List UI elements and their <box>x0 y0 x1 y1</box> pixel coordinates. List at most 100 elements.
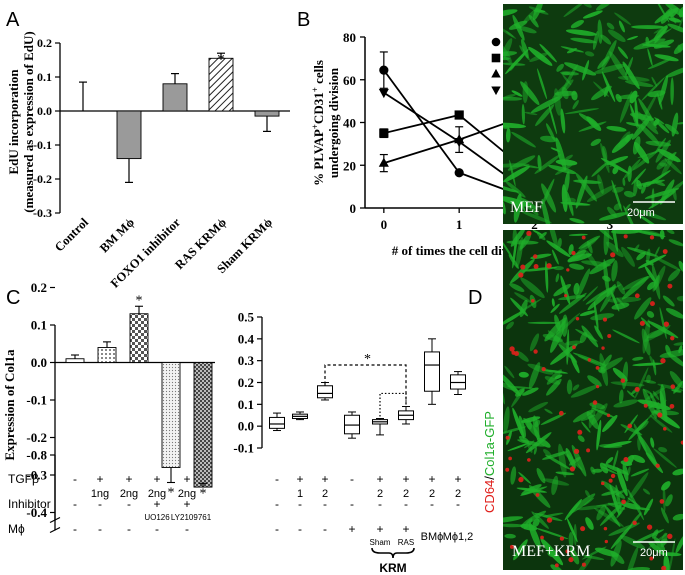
cd64-cell <box>607 333 612 338</box>
gfp-cell <box>504 533 516 539</box>
panel-c-condition-table: TGFβInhibitorMϕ---+1ng--+2ng--+2ng+UO126… <box>8 472 473 575</box>
cd64-cell <box>569 466 575 472</box>
a-ytick-label: -0.1 <box>33 138 52 152</box>
cd64-cell <box>649 235 655 240</box>
c2-box <box>317 385 333 399</box>
gfp-cell <box>667 23 683 34</box>
gfp-cell <box>607 29 626 42</box>
a-category-label: Control <box>52 215 92 255</box>
cd64-cell <box>663 321 670 327</box>
gfp-cell <box>557 237 562 248</box>
cd64-cell <box>546 517 553 523</box>
gfp-cell <box>503 196 530 207</box>
gfp-cell <box>591 403 608 425</box>
gfp-cell <box>510 258 535 284</box>
cd64-cell <box>601 346 605 350</box>
b-ytick-label: 40 <box>343 116 356 131</box>
c-table-cell: + <box>183 472 190 486</box>
c1-ytick-label: 0.0 <box>31 355 47 370</box>
gfp-cell <box>650 437 655 448</box>
c-table-cell: + <box>153 497 160 511</box>
gfp-cell <box>678 345 683 354</box>
gfp-cell <box>521 104 525 125</box>
c-table-row-label: TGFβ <box>8 472 39 486</box>
gfp-cell <box>656 120 670 134</box>
panel-a-axes: 0.2 0.1 0.0 -0.1 -0.2 -0.3 <box>33 36 290 220</box>
gfp-cell <box>503 406 510 434</box>
gfp-cell <box>541 198 551 224</box>
gfp-cell <box>637 254 667 269</box>
c-table-cell: + <box>402 472 409 486</box>
c-table-cell: UO126 <box>144 513 170 522</box>
gfp-cell <box>660 179 683 201</box>
gfp-cell <box>561 71 571 76</box>
c-table-cell: + <box>125 472 132 486</box>
gfp-cell <box>645 387 666 401</box>
gfp-cell <box>591 161 609 177</box>
b-point <box>454 110 464 120</box>
cd64-cell <box>566 268 570 272</box>
gfp-cell <box>504 365 515 379</box>
c-table-cell: - <box>155 522 159 536</box>
gfp-cell <box>623 190 635 198</box>
cd64-cell <box>535 493 540 497</box>
gfp-cell <box>654 26 669 44</box>
gfp-cell <box>503 57 510 61</box>
gfp-cell <box>675 533 683 554</box>
gfp-cell <box>606 126 627 132</box>
panel-a-ylabel-2: (measured as expression of EdU) <box>21 31 36 213</box>
gfp-cell <box>546 123 556 142</box>
c-table-cell: + <box>321 472 328 486</box>
gfp-cell <box>540 538 564 566</box>
cd64-cell <box>581 235 586 240</box>
gfp-cell <box>651 188 655 208</box>
gfp-cell <box>632 529 665 544</box>
cd64-cell <box>509 544 514 549</box>
cd64-cell <box>530 298 535 303</box>
c2-ytick-label: 0.4 <box>238 331 255 346</box>
gfp-cell <box>624 80 654 87</box>
gfp-cell <box>518 471 531 484</box>
gfp-cell <box>626 247 659 257</box>
gfp-cell <box>553 265 564 271</box>
gfp-cell <box>542 478 570 486</box>
gfp-cell <box>617 94 639 100</box>
gfp-cell <box>677 11 683 30</box>
gfp-cell <box>583 497 595 506</box>
gfp-cell <box>612 329 640 344</box>
gfp-cell <box>614 12 632 25</box>
gfp-cell <box>590 138 602 147</box>
gfp-cell <box>610 230 619 253</box>
gfp-cell <box>510 466 517 485</box>
c-table-cell: - <box>275 472 279 486</box>
gfp-cell <box>602 463 629 475</box>
cd64-cell <box>595 385 600 389</box>
gfp-cell <box>503 9 518 18</box>
gfp-cell <box>550 303 560 313</box>
gfp-cell <box>518 371 529 378</box>
c-table-cell: - <box>323 497 327 511</box>
gfp-cell <box>611 179 623 212</box>
gfp-cell <box>555 163 574 176</box>
gfp-cell <box>634 297 652 320</box>
gfp-cell <box>582 555 605 561</box>
gfp-cell <box>641 328 651 356</box>
gfp-cell <box>606 22 615 30</box>
gfp-cell <box>523 417 541 439</box>
gfp-cell <box>673 42 683 55</box>
gfp-cell <box>665 344 671 356</box>
gfp-cell <box>612 166 619 175</box>
gfp-cell <box>546 240 571 258</box>
gfp-cell <box>520 197 538 210</box>
gfp-cell <box>625 56 634 76</box>
b-legend-marker <box>491 53 501 63</box>
c2-significance-bracket <box>324 364 407 405</box>
c1-ytick-label: -0.2 <box>26 430 47 445</box>
gfp-cell <box>599 357 623 373</box>
gfp-cell <box>645 399 667 421</box>
b-ytick-label: 0 <box>350 201 357 216</box>
gfp-cell <box>601 490 618 496</box>
gfp-cell <box>564 340 582 346</box>
gfp-cell <box>630 468 650 477</box>
cd64-cell <box>680 440 683 445</box>
